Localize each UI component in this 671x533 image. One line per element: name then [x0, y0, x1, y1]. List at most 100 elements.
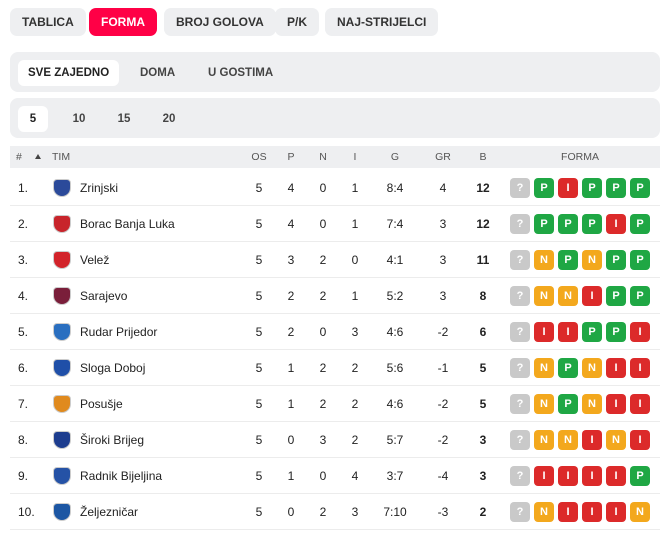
count-tab[interactable]: 5 — [18, 106, 48, 132]
form-result[interactable]: ? — [510, 178, 530, 198]
form-result[interactable]: P — [582, 178, 602, 198]
form-result[interactable]: ? — [510, 286, 530, 306]
form-result[interactable]: N — [558, 430, 578, 450]
table-row[interactable]: 2. Borac Banja Luka 5 4 0 1 7:4 3 12? P P P I P — [10, 206, 660, 242]
form-result[interactable]: N — [582, 394, 602, 414]
form-result[interactable]: I — [606, 358, 626, 378]
count-tab[interactable]: 15 — [117, 113, 131, 125]
form-result[interactable]: I — [582, 286, 602, 306]
team-name[interactable]: Široki Brijeg — [80, 432, 145, 447]
form-result[interactable]: I — [606, 502, 626, 522]
form-result[interactable]: ? — [510, 322, 530, 342]
team-name[interactable]: Velež — [80, 252, 110, 267]
form-result[interactable]: N — [534, 430, 554, 450]
column-header[interactable]: # — [16, 146, 42, 168]
form-result[interactable]: P — [558, 358, 578, 378]
team-name[interactable]: Sarajevo — [80, 288, 128, 303]
stat-p: 3 — [287, 252, 295, 267]
tab[interactable]: P/K — [275, 8, 320, 36]
stat-n: 2 — [319, 504, 327, 519]
form-result[interactable]: P — [558, 214, 578, 234]
form-result[interactable]: P — [630, 466, 650, 486]
form-result[interactable]: I — [630, 430, 650, 450]
stat-os: 5 — [255, 216, 263, 231]
form-result[interactable]: ? — [510, 358, 530, 378]
form-result[interactable]: ? — [510, 250, 530, 270]
table-row[interactable]: 6. Sloga Doboj 5 1 2 2 5:6 -1 5? N P N I I — [10, 350, 660, 386]
form-result[interactable]: P — [534, 214, 554, 234]
view-tab[interactable]: SVE ZAJEDNO — [18, 60, 120, 86]
table-row[interactable]: 4. Sarajevo 5 2 2 1 5:2 3 8? N N I P P — [10, 278, 660, 314]
form-result[interactable]: N — [534, 502, 554, 522]
view-tab[interactable]: DOMA — [140, 67, 176, 79]
form-result[interactable]: I — [606, 466, 626, 486]
form-result[interactable]: I — [630, 322, 650, 342]
form-result[interactable]: P — [534, 178, 554, 198]
table-row[interactable]: 5. Rudar Prijedor 5 2 0 3 4:6 -2 6? I I P P I — [10, 314, 660, 350]
count-tab[interactable]: 20 — [162, 113, 176, 125]
form-result[interactable]: P — [558, 394, 578, 414]
form-result[interactable]: N — [582, 250, 602, 270]
form-result[interactable]: I — [534, 322, 554, 342]
form-result[interactable]: P — [558, 250, 578, 270]
count-tab[interactable]: 10 — [72, 113, 86, 125]
table-row[interactable]: 8. Široki Brijeg 5 0 3 2 5:7 -2 3? N N I N I — [10, 422, 660, 458]
form-result[interactable]: P — [630, 214, 650, 234]
stat-i: 1 — [351, 288, 359, 303]
tab[interactable]: FORMA — [89, 8, 157, 36]
team-name[interactable]: Rudar Prijedor — [80, 324, 158, 339]
tab[interactable]: TABLICA — [10, 8, 86, 36]
form-result[interactable]: I — [534, 466, 554, 486]
form-result[interactable]: P — [606, 250, 626, 270]
form-result[interactable]: N — [630, 502, 650, 522]
form-result[interactable]: N — [582, 358, 602, 378]
team-name[interactable]: Radnik Bijeljina — [80, 468, 163, 483]
table-row[interactable]: 1. Zrinjski 5 4 0 1 8:4 4 12? P I P P P — [10, 170, 660, 206]
form-result[interactable]: I — [558, 502, 578, 522]
stat-i: 3 — [351, 504, 359, 519]
form-result[interactable]: ? — [510, 466, 530, 486]
form-result[interactable]: I — [558, 322, 578, 342]
form-result[interactable]: N — [534, 358, 554, 378]
form-result[interactable]: P — [582, 214, 602, 234]
form-result[interactable]: I — [630, 358, 650, 378]
form-result[interactable]: P — [606, 322, 626, 342]
form-result[interactable]: I — [606, 394, 626, 414]
table-row[interactable]: 9. Radnik Bijeljina 5 1 0 4 3:7 -4 3? I I I I P — [10, 458, 660, 494]
form-result[interactable]: P — [582, 322, 602, 342]
form-result[interactable]: ? — [510, 214, 530, 234]
form-result[interactable]: P — [606, 286, 626, 306]
team-name[interactable]: Zrinjski — [80, 180, 118, 195]
view-tab[interactable]: U GOSTIMA — [208, 67, 274, 79]
form-result[interactable]: N — [558, 286, 578, 306]
form-result[interactable]: ? — [510, 502, 530, 522]
form-result[interactable]: P — [630, 178, 650, 198]
form-result[interactable]: N — [534, 286, 554, 306]
form-result[interactable]: I — [558, 178, 578, 198]
form-result[interactable]: ? — [510, 394, 530, 414]
form-result[interactable]: ? — [510, 430, 530, 450]
form-result[interactable]: N — [606, 430, 626, 450]
form-result[interactable]: I — [582, 430, 602, 450]
form-result[interactable]: I — [630, 394, 650, 414]
form-result[interactable]: I — [582, 502, 602, 522]
form-result[interactable]: I — [558, 466, 578, 486]
form-result[interactable]: I — [606, 214, 626, 234]
table-row[interactable]: 3. Velež 5 3 2 0 4:1 3 11? N P N P P — [10, 242, 660, 278]
form-result[interactable]: N — [534, 250, 554, 270]
form-result[interactable]: N — [534, 394, 554, 414]
rank: 5. — [18, 324, 29, 339]
table-row[interactable]: 10. Željezničar 5 0 2 3 7:10 -3 2? N I I I N — [10, 494, 660, 530]
team-name[interactable]: Sloga Doboj — [80, 360, 146, 375]
form-result[interactable]: I — [582, 466, 602, 486]
tab[interactable]: NAJ-STRIJELCI — [325, 8, 439, 36]
table-row[interactable]: 7. Posušje 5 1 2 2 4:6 -2 5? N P N I I — [10, 386, 660, 422]
form-result[interactable]: P — [630, 286, 650, 306]
form-result[interactable]: P — [606, 178, 626, 198]
column-header: OS — [251, 151, 267, 163]
tab[interactable]: BROJ GOLOVA — [164, 8, 276, 36]
team-name[interactable]: Posušje — [80, 396, 123, 411]
team-name[interactable]: Željezničar — [80, 504, 139, 519]
form-result[interactable]: P — [630, 250, 650, 270]
team-name[interactable]: Borac Banja Luka — [80, 216, 175, 231]
